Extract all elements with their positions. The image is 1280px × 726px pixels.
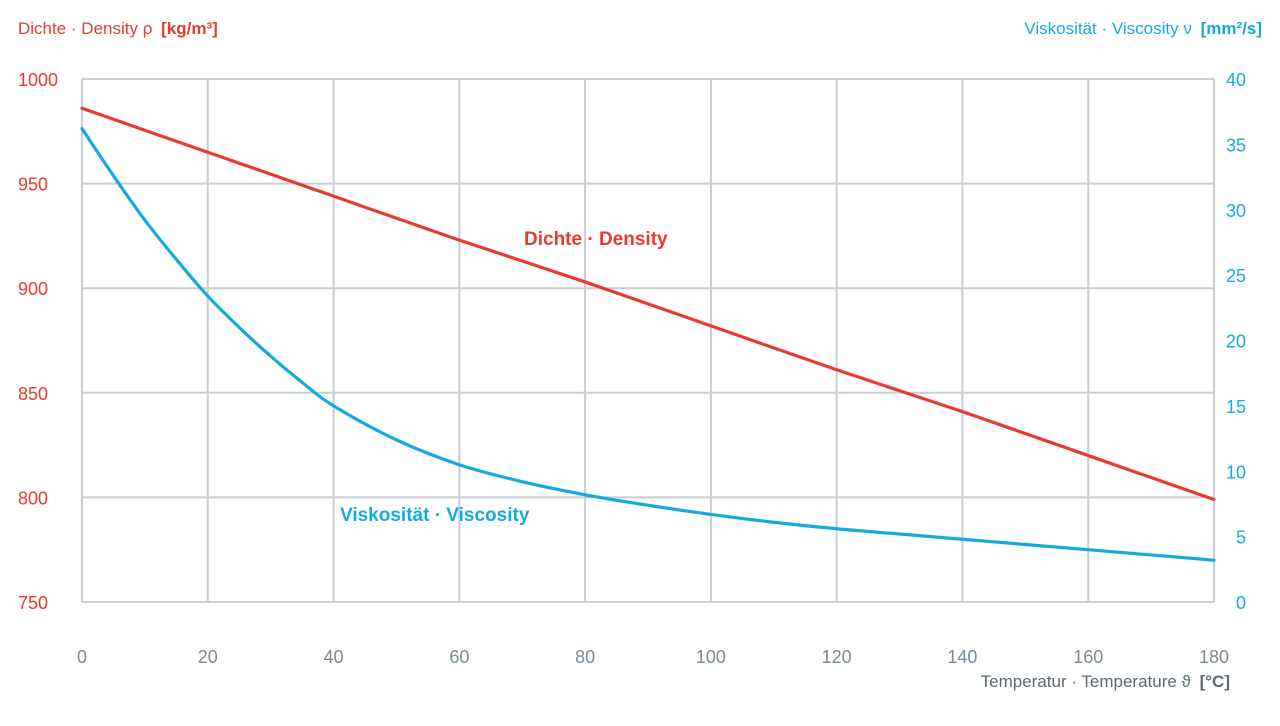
y-right-tick-label: 20 — [1226, 332, 1246, 352]
series-label-density: Dichte · Density — [524, 229, 668, 250]
x-tick-label: 160 — [1073, 647, 1103, 667]
x-tick-label: 0 — [77, 647, 87, 667]
right-axis-unit: [mm²/s] — [1201, 19, 1262, 38]
y-right-tick-label: 5 — [1236, 528, 1246, 548]
x-axis-title: Temperatur · Temperature ϑ [°C] — [981, 672, 1230, 691]
left-axis-unit: [kg/m³] — [161, 19, 218, 38]
grid — [81, 78, 1215, 603]
x-tick-label: 80 — [575, 647, 595, 667]
y-left-tick-label: 950 — [18, 175, 48, 195]
y-left-tick-label: 800 — [18, 488, 48, 508]
y-right-tick-label: 40 — [1226, 70, 1246, 90]
x-axis-unit: [°C] — [1200, 672, 1230, 691]
left-axis-label: Dichte · Density ρ — [18, 19, 152, 38]
x-tick-label: 60 — [449, 647, 469, 667]
right-axis-label: Viskosität · Viscosity ν — [1024, 19, 1192, 38]
tick-labels: 0 20 40 60 80 100 120 140 160 1807508008509009501… — [18, 70, 1246, 667]
y-left-tick-label: 850 — [18, 384, 48, 404]
y-left-tick-label: 1000 — [18, 70, 58, 90]
left-axis-title: Dichte · Density ρ [kg/m³] — [18, 19, 218, 38]
x-tick-label: 140 — [947, 647, 977, 667]
y-right-tick-label: 15 — [1226, 397, 1246, 417]
y-right-tick-label: 25 — [1226, 266, 1246, 286]
x-tick-label: 40 — [324, 647, 344, 667]
viscosity-line — [80, 127, 1216, 562]
y-right-tick-label: 30 — [1226, 201, 1246, 221]
y-left-tick-label: 750 — [18, 593, 48, 613]
y-left-tick-label: 900 — [18, 279, 48, 299]
y-right-tick-label: 10 — [1226, 462, 1246, 482]
series-lines — [80, 106, 1216, 562]
series-label-viscosity: Viskosität · Viscosity — [340, 505, 530, 526]
right-axis-title: Viskosität · Viscosity ν [mm²/s] — [1024, 19, 1262, 38]
y-right-tick-label: 0 — [1236, 593, 1246, 613]
x-tick-label: 100 — [696, 647, 726, 667]
x-tick-label: 120 — [822, 647, 852, 667]
y-right-tick-label: 35 — [1226, 135, 1246, 155]
x-tick-label: 180 — [1199, 647, 1229, 667]
density-line — [80, 106, 1216, 502]
x-tick-label: 20 — [198, 647, 218, 667]
x-axis-label: Temperatur · Temperature ϑ — [981, 672, 1192, 691]
